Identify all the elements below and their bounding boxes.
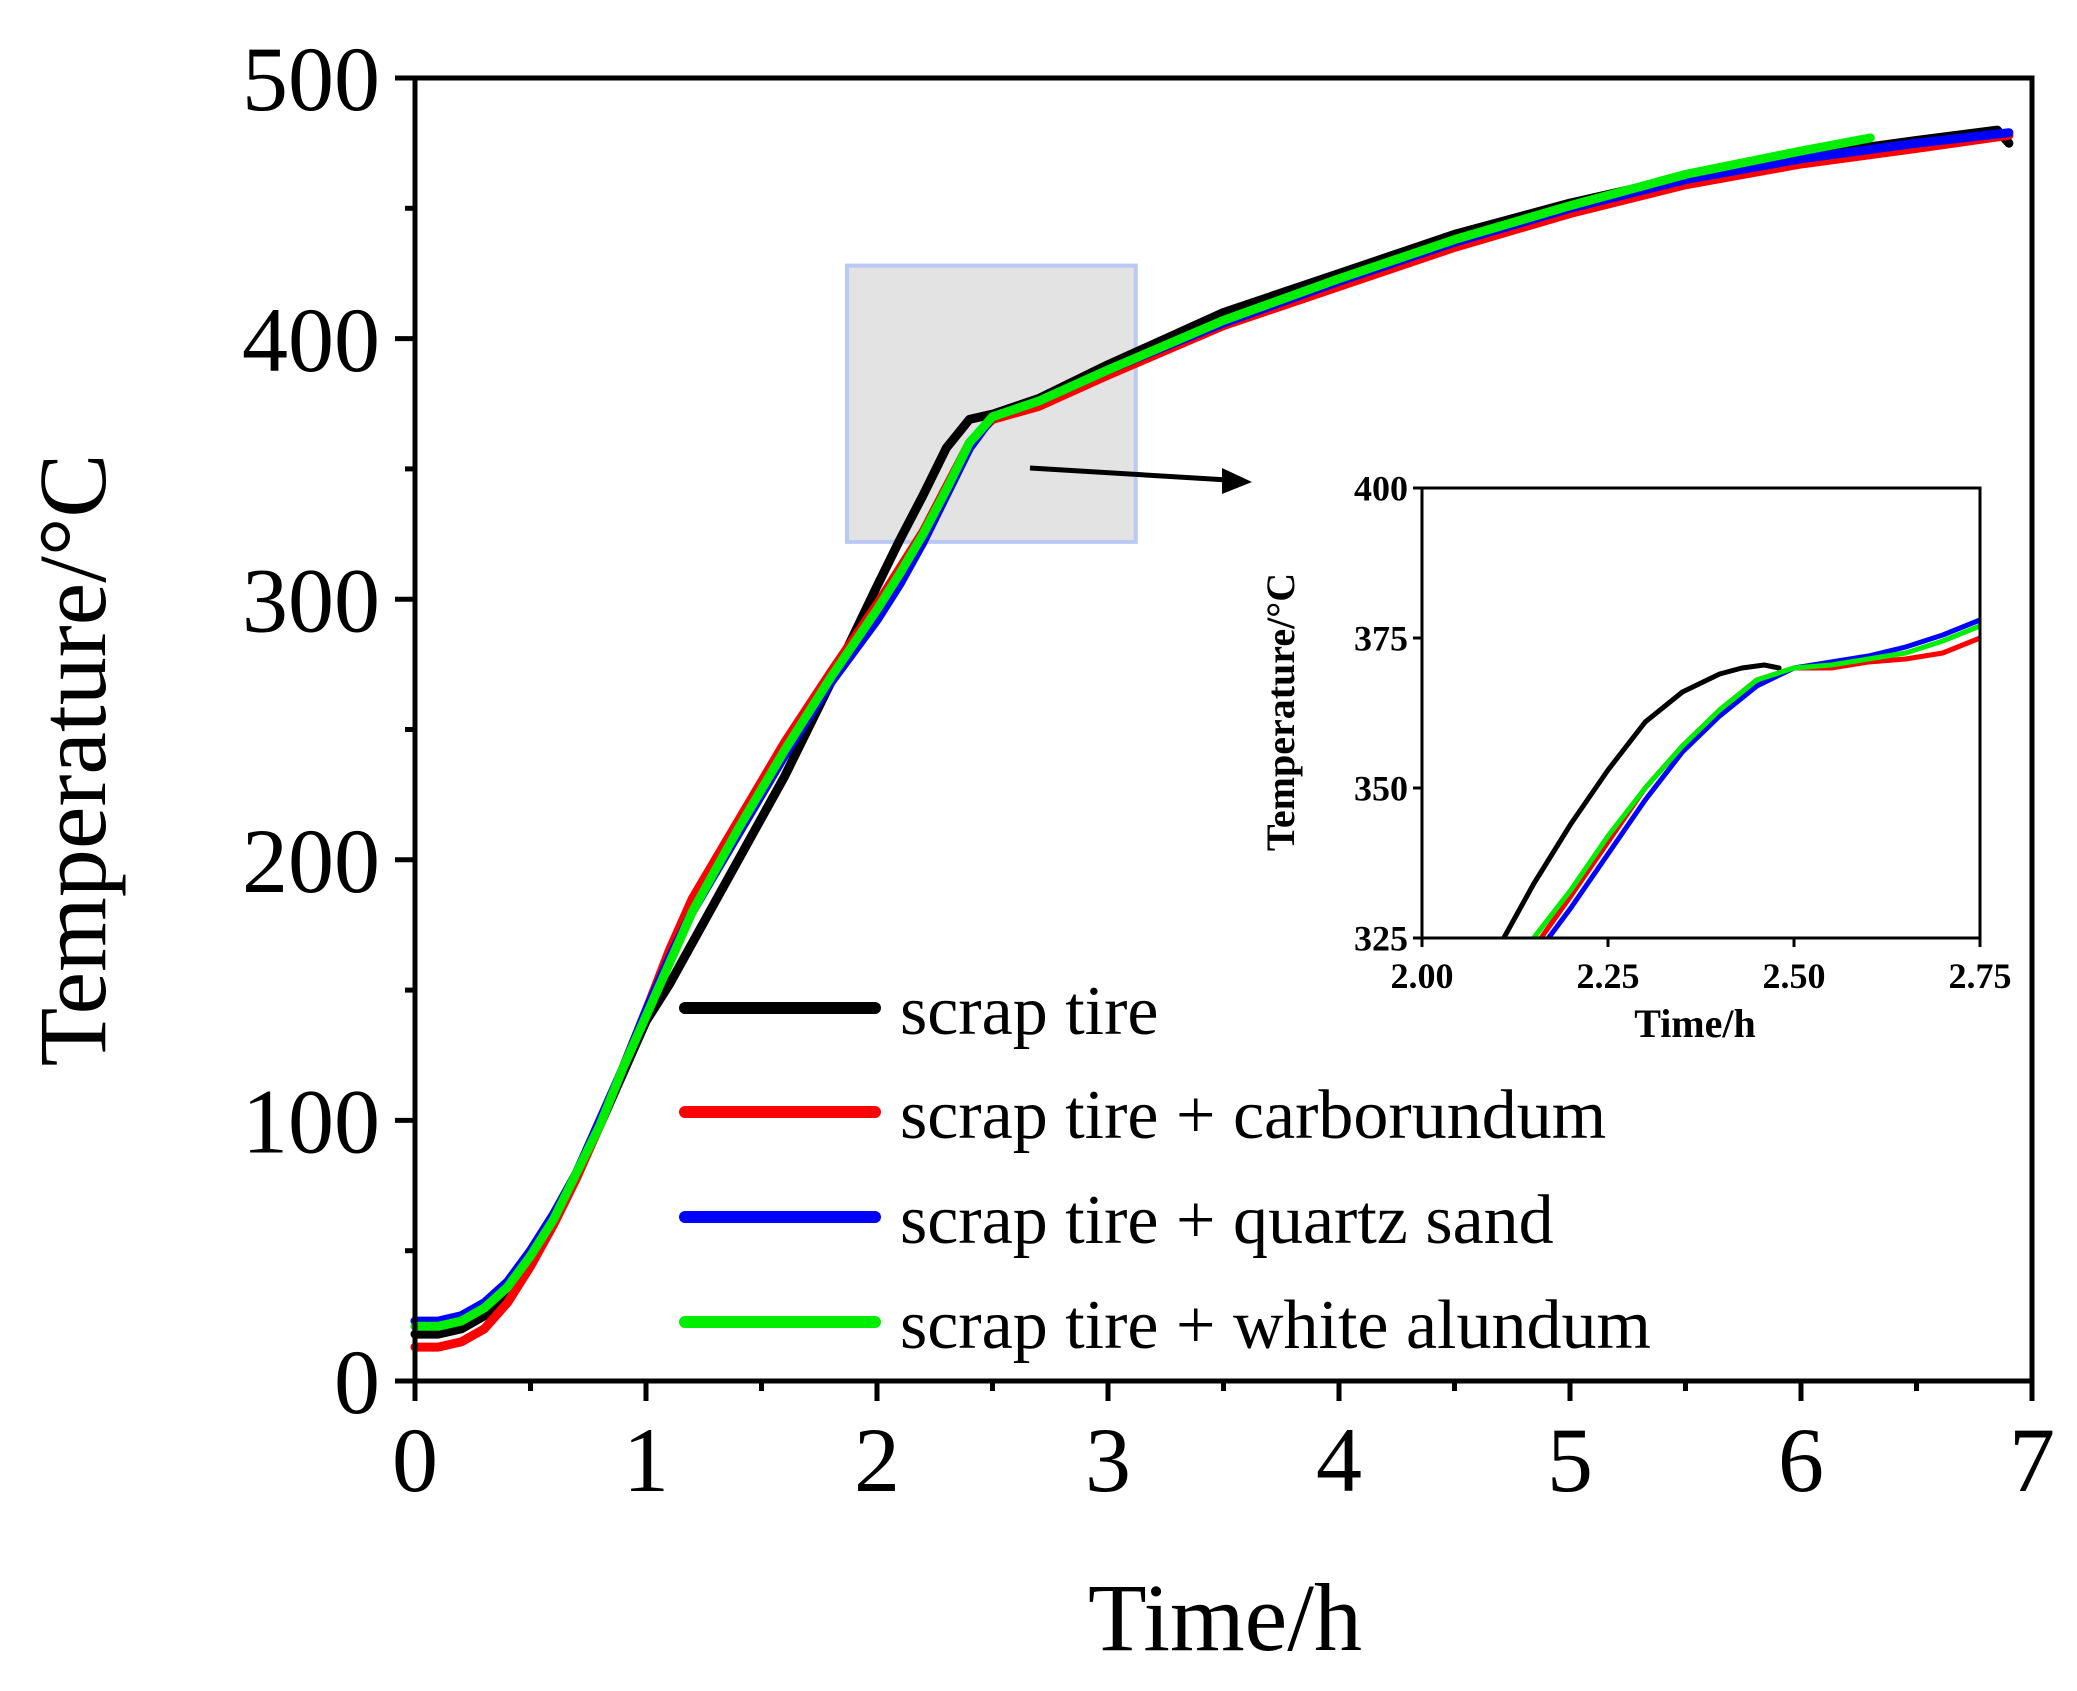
inset-x-tick-label: 2.25 — [1577, 956, 1640, 996]
main-plot: 0 1 2 3 4 5 6 7 0 100 200 300 400 500 Time/h Temperat… — [19, 28, 2055, 1671]
zoom-region — [844, 263, 1138, 544]
inset-plot: 2.00 2.25 2.50 2.75 325 350 375 400 Time/h Temp… — [1258, 469, 2012, 1046]
inset-y-axis-title: Temperature/°C — [1258, 573, 1303, 851]
main-x-tick-label: 3 — [1085, 1409, 1131, 1511]
main-y-tick-label: 0 — [334, 1331, 380, 1433]
inset-x-tick-label: 2.00 — [1391, 956, 1454, 996]
inset-x-axis-title: Time/h — [1634, 1001, 1756, 1046]
main-x-tick-label: 0 — [392, 1409, 438, 1511]
legend-label-white-alundum: scrap tire + white alundum — [900, 1287, 1651, 1364]
main-x-tick-label: 6 — [1778, 1409, 1824, 1511]
inset-y-tick-label: 325 — [1354, 919, 1408, 959]
main-x-tick-label: 2 — [854, 1409, 900, 1511]
main-y-tick-label: 500 — [242, 28, 380, 130]
main-y-tick-label: 200 — [242, 810, 380, 912]
inset-series-scrap-tire — [1501, 662, 1782, 938]
main-y-tick-label: 100 — [242, 1071, 380, 1173]
main-series-scrap-tire-white-alundum — [410, 133, 1875, 1331]
legend-label-quartz-sand: scrap tire + quartz sand — [900, 1182, 1554, 1259]
inset-axes-frame — [1420, 486, 1982, 940]
main-y-tick-label: 300 — [242, 549, 380, 651]
legend-label-scrap-tire: scrap tire — [900, 973, 1158, 1050]
main-x-tick-label: 4 — [1316, 1409, 1362, 1511]
main-y-axis-title: Temperature/°C — [19, 454, 126, 1067]
inset-series-scrap-tire-quartz-sand — [1546, 617, 1980, 938]
main-y-tick-label: 400 — [242, 289, 380, 391]
main-x-axis-title: Time/h — [1088, 1564, 1362, 1671]
main-x-tick-label: 7 — [2009, 1409, 2055, 1511]
legend-label-carborundum: scrap tire + carborundum — [900, 1077, 1606, 1154]
inset-y-tick-label: 400 — [1354, 469, 1408, 509]
main-x-tick-label: 1 — [623, 1409, 669, 1511]
legend: scrap tire scrap tire + carborundum scra… — [679, 973, 1651, 1364]
zoom-arrow — [1029, 465, 1252, 494]
main-x-tick-label: 5 — [1547, 1409, 1593, 1511]
inset-x-tick-label: 2.75 — [1949, 956, 2012, 996]
inset-x-tick-label: 2.50 — [1763, 956, 1826, 996]
inset-y-tick-label: 350 — [1354, 769, 1408, 809]
inset-y-tick-label: 375 — [1354, 619, 1408, 659]
inset-series-scrap-tire-white-alundum — [1531, 623, 1980, 938]
